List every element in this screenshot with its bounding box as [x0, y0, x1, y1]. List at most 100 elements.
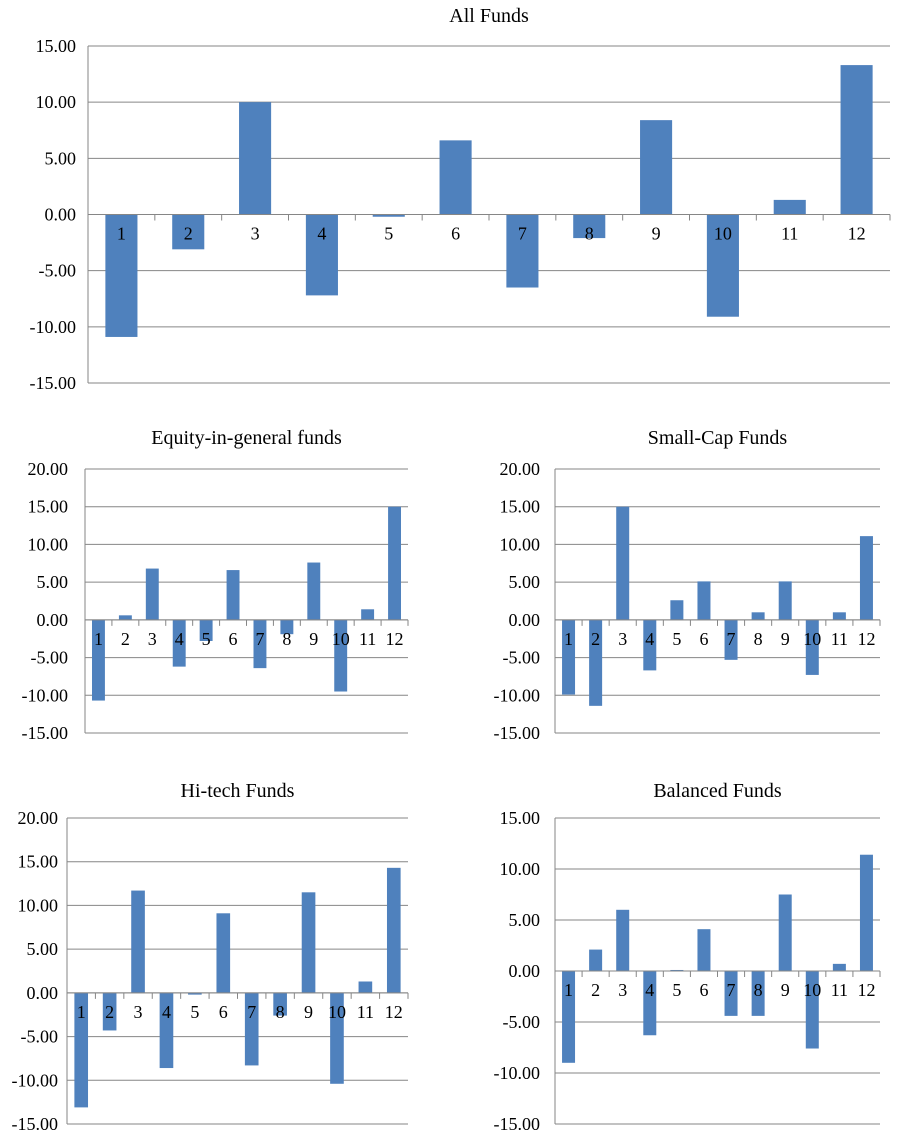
x-category-label: 11: [357, 1002, 374, 1022]
bar-9: [778, 894, 792, 971]
bar-4: [172, 619, 186, 667]
y-tick-label: -5.00: [503, 1012, 541, 1032]
x-category-label: 6: [219, 1002, 228, 1022]
y-tick-label: 5.00: [45, 148, 77, 168]
x-category-label: 5: [672, 629, 681, 649]
x-category-label: 2: [184, 224, 193, 244]
x-category-label: 6: [451, 224, 460, 244]
y-tick-label: -10.00: [494, 1063, 541, 1083]
bar-8: [751, 971, 765, 1016]
bar-6: [697, 929, 711, 971]
x-category-label: 11: [781, 224, 798, 244]
bar-2: [589, 949, 603, 971]
y-tick-label: 10.00: [36, 92, 77, 112]
bar-11: [832, 963, 846, 971]
chart-panel-all-funds: All Funds 15.00 10.00 5.00 0.00 -5.00 -10.00 -1…: [30, 5, 891, 393]
bar-6: [697, 581, 711, 620]
x-category-label: 8: [585, 224, 594, 244]
x-category-label: 3: [618, 980, 627, 1000]
y-tick-label: 15.00: [500, 497, 541, 517]
bar-7: [506, 214, 539, 288]
bar-5: [199, 619, 213, 641]
y-tick-label: 20.00: [18, 808, 59, 828]
bar-5: [670, 600, 684, 620]
y-tick-label: -5.00: [39, 261, 77, 281]
y-tick-label: 5.00: [509, 910, 541, 930]
y-tick-label: 15.00: [500, 808, 541, 828]
x-category-label: 5: [384, 224, 393, 244]
y-tick-label: 15.00: [28, 497, 69, 517]
bar-4: [643, 971, 657, 1036]
bar-1: [74, 992, 89, 1108]
bar-11: [832, 612, 846, 620]
bar-6: [226, 570, 240, 620]
y-tick-label: -15.00: [494, 723, 541, 743]
x-category-label: 3: [251, 224, 260, 244]
x-category-label: 6: [229, 629, 238, 649]
y-tick-label: -10.00: [494, 685, 541, 705]
y-tick-label: 20.00: [28, 459, 69, 479]
bar-11: [361, 609, 375, 620]
bar-10: [805, 619, 819, 675]
y-tick-label: 5.00: [27, 939, 59, 959]
bar-9: [778, 581, 792, 620]
chart-title: Small-Cap Funds: [648, 427, 788, 449]
y-tick-label: -10.00: [12, 1070, 59, 1090]
bar-12: [840, 65, 873, 215]
x-category-label: 12: [385, 1002, 403, 1022]
bar-11: [358, 981, 373, 993]
x-category-label: 4: [645, 980, 654, 1000]
y-tick-label: 10.00: [28, 534, 69, 554]
x-category-label: 1: [77, 1002, 86, 1022]
bar-4: [643, 619, 657, 671]
y-tick-label: 10.00: [500, 534, 541, 554]
bar-12: [388, 506, 402, 620]
bar-10: [334, 619, 348, 692]
bar-8: [280, 619, 294, 635]
x-category-label: 7: [727, 980, 736, 1000]
bar-3: [131, 890, 145, 993]
x-category-label: 8: [276, 1002, 285, 1022]
x-category-label: 3: [618, 629, 627, 649]
bar-7: [724, 619, 738, 660]
x-category-label: 5: [190, 1002, 199, 1022]
y-tick-label: 15.00: [18, 852, 59, 872]
x-category-label: 9: [652, 224, 661, 244]
bar-7: [244, 992, 259, 1066]
x-category-label: 12: [386, 629, 404, 649]
chart-panel-hi-tech: Hi-tech Funds 20.00 15.00 10.00 5.00 0.00 -5.0…: [12, 780, 409, 1134]
chart-title: Equity-in-general funds: [151, 427, 342, 449]
bar-11: [773, 199, 806, 215]
y-tick-label: 0.00: [509, 610, 541, 630]
bar-12: [386, 867, 401, 993]
bar-8: [573, 214, 606, 239]
x-category-label: 6: [699, 629, 708, 649]
y-tick-label: 10.00: [18, 895, 59, 915]
x-category-label: 6: [699, 980, 708, 1000]
y-tick-label: -10.00: [30, 317, 77, 337]
chart-panel-small-cap: Small-Cap Funds 20.00 15.00 10.00 5.00 0.00 -5…: [494, 427, 881, 743]
x-category-label: 1: [117, 224, 126, 244]
x-category-label: 1: [564, 980, 573, 1000]
bar-7: [253, 619, 267, 669]
y-tick-label: 0.00: [37, 610, 69, 630]
x-category-label: 10: [803, 980, 821, 1000]
bar-8: [273, 992, 287, 1016]
x-category-label: 4: [317, 224, 326, 244]
x-category-label: 9: [781, 629, 790, 649]
x-category-label: 7: [255, 629, 264, 649]
x-category-label: 3: [134, 1002, 143, 1022]
bar-1: [91, 619, 105, 701]
x-category-label: 2: [105, 1002, 114, 1022]
bar-1: [105, 214, 138, 337]
x-category-label: 10: [332, 629, 350, 649]
x-category-label: 2: [121, 629, 130, 649]
x-category-label: 9: [304, 1002, 313, 1022]
y-tick-label: -10.00: [22, 685, 69, 705]
y-tick-label: 5.00: [509, 572, 541, 592]
x-category-label: 9: [781, 980, 790, 1000]
y-tick-label: 15.00: [36, 36, 77, 56]
bar-10: [706, 214, 739, 317]
y-tick-label: -15.00: [12, 1114, 59, 1134]
